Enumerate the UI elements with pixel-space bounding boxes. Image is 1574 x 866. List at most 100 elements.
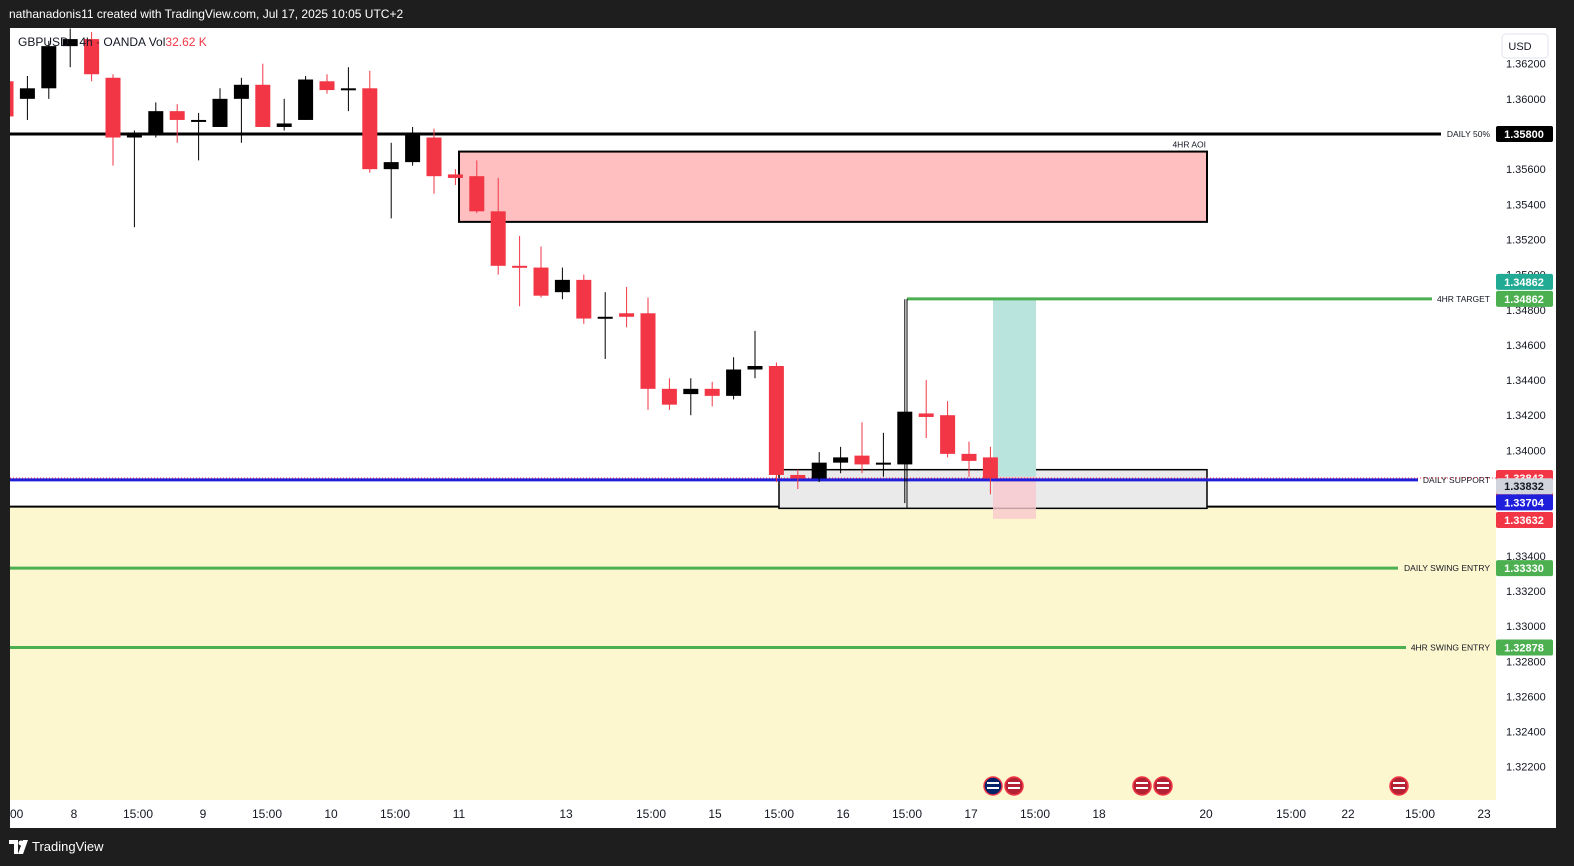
price-axis[interactable]: [1496, 28, 1556, 800]
tag-blue-text: 1.33704: [1504, 497, 1545, 509]
time-tick-label: 15:00: [764, 807, 794, 821]
time-axis[interactable]: [10, 800, 1496, 828]
position-target-area[interactable]: [993, 298, 1036, 477]
candle-body[interactable]: [747, 365, 763, 370]
price-chart[interactable]: 4HR AOI DAILY 50% 4HR TARGET DAILY SUPPORT…: [0, 28, 1556, 828]
price-tick-label: 1.32600: [1506, 691, 1546, 703]
us-flag-icon-stripe: [1136, 787, 1148, 789]
candle-body[interactable]: [661, 388, 677, 405]
candle-body[interactable]: [126, 134, 142, 138]
us-flag-icon[interactable]: [1132, 776, 1152, 796]
candle-body[interactable]: [811, 462, 827, 479]
price-tick-label: 1.33400: [1506, 551, 1546, 563]
price-tick-label: 1.32200: [1506, 762, 1546, 774]
header-bar: nathanadonis11 created with TradingView.…: [0, 0, 1574, 28]
candle-body[interactable]: [726, 369, 742, 396]
aoi-zone[interactable]: [458, 150, 1208, 223]
daily-support-line-label: DAILY SUPPORT: [1423, 475, 1490, 485]
us-flag-icon[interactable]: [1004, 776, 1024, 796]
candle-body[interactable]: [0, 81, 14, 117]
uk-flag-icon-stripe: [987, 782, 999, 784]
candle-body[interactable]: [512, 265, 528, 268]
candle-body[interactable]: [597, 316, 613, 319]
time-tick-label: 11: [453, 807, 466, 821]
candle-body[interactable]: [447, 174, 463, 178]
time-tick-label: 15:00: [1020, 807, 1050, 821]
us-flag-icon-stripe: [1157, 787, 1169, 789]
time-tick-label: 13: [559, 807, 573, 821]
us-flag-icon[interactable]: [1389, 776, 1409, 796]
candle-body[interactable]: [619, 313, 635, 317]
candle-body[interactable]: [383, 162, 399, 170]
price-tick-label: 1.35200: [1506, 234, 1546, 246]
candle-body[interactable]: [875, 462, 891, 465]
candle-body[interactable]: [426, 137, 442, 177]
candle-body[interactable]: [212, 98, 228, 127]
tag-red-text: 1.33632: [1504, 515, 1544, 527]
currency-button[interactable]: [1501, 33, 1549, 59]
tag-daily-50: [1496, 126, 1553, 142]
tradingview-brand: TradingView: [32, 839, 104, 854]
candle-body[interactable]: [276, 123, 292, 127]
us-flag-icon-stripe: [1008, 782, 1020, 784]
us-flag-icon-stripe: [1393, 782, 1405, 784]
chart-area[interactable]: 4HR AOI DAILY 50% 4HR TARGET DAILY SUPPORT…: [0, 28, 1556, 828]
candle-body[interactable]: [62, 39, 78, 47]
candle-body[interactable]: [255, 84, 271, 127]
candle-body[interactable]: [982, 457, 998, 479]
time-tick-label: 22: [1341, 807, 1355, 821]
tag-support: [1496, 478, 1553, 495]
candle-body[interactable]: [640, 313, 656, 389]
tag-red: [1496, 512, 1553, 529]
time-tick-label: 9: [200, 807, 207, 821]
candle-body[interactable]: [940, 415, 956, 454]
candle-body[interactable]: [105, 77, 121, 138]
uk-flag-icon[interactable]: [983, 776, 1003, 796]
candle-body[interactable]: [191, 119, 207, 122]
us-flag-icon-stripe: [1136, 782, 1148, 784]
candle-body[interactable]: [19, 88, 35, 99]
time-tick-label: 10: [324, 807, 338, 821]
price-tick-label: 1.34400: [1506, 375, 1546, 387]
candle-body[interactable]: [405, 134, 421, 163]
candle-body[interactable]: [961, 453, 977, 461]
candle-body[interactable]: [554, 279, 570, 293]
price-tick-label: 1.34800: [1506, 305, 1546, 317]
price-tick-label: 1.33000: [1506, 621, 1546, 633]
candle-body[interactable]: [576, 279, 592, 319]
time-tick-label: 8: [71, 807, 78, 821]
candle-body[interactable]: [233, 84, 249, 99]
us-flag-icon-circle: [1004, 776, 1024, 796]
candle-body[interactable]: [833, 457, 849, 463]
candle-body[interactable]: [298, 79, 314, 120]
candle-body[interactable]: [704, 388, 720, 396]
price-tick-label: 1.36000: [1506, 94, 1546, 106]
candle-body[interactable]: [41, 46, 57, 89]
tag-blue: [1496, 494, 1553, 511]
time-tick-label: 15:00: [636, 807, 666, 821]
candle-body[interactable]: [897, 411, 913, 465]
candle-body[interactable]: [148, 111, 164, 134]
us-flag-icon-stripe: [1393, 787, 1405, 789]
candle-body[interactable]: [340, 88, 356, 91]
candle-body[interactable]: [533, 267, 549, 296]
price-tick-label: 1.34200: [1506, 410, 1546, 422]
price-tick-label: 1.33200: [1506, 586, 1546, 598]
candle-body[interactable]: [84, 39, 100, 75]
candle-body[interactable]: [854, 455, 870, 465]
time-tick-label: 20: [1199, 807, 1213, 821]
time-tick-label: :00: [10, 807, 24, 821]
candle-body[interactable]: [790, 474, 806, 479]
candle-body[interactable]: [683, 388, 699, 395]
candle-body[interactable]: [918, 413, 934, 417]
position-stop-area[interactable]: [993, 476, 1036, 519]
candle-body[interactable]: [169, 111, 185, 120]
candle-body[interactable]: [768, 365, 784, 475]
tag-target-top-text: 1.34862: [1504, 277, 1544, 289]
us-flag-icon[interactable]: [1153, 776, 1173, 796]
candle-body[interactable]: [362, 88, 378, 170]
candle-body[interactable]: [469, 176, 485, 212]
candle-body[interactable]: [490, 211, 506, 266]
us-flag-icon-stripe: [1157, 782, 1169, 784]
candle-body[interactable]: [319, 81, 335, 91]
